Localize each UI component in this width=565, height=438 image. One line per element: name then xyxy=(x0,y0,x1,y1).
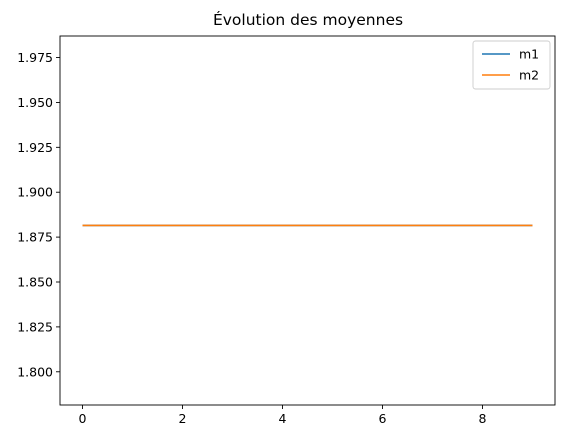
y-tick-label: 1.900 xyxy=(17,185,53,200)
x-tick-label: 6 xyxy=(379,411,387,426)
y-tick-label: 1.925 xyxy=(17,140,53,155)
chart-title: Évolution des moyennes xyxy=(213,10,403,29)
y-axis: 1.800 1.825 1.850 1.875 1.900 1.925 1.950 1.975 xyxy=(17,50,60,379)
y-tick-label: 1.800 xyxy=(17,364,53,379)
x-tick-label: 8 xyxy=(479,411,487,426)
axes-frame xyxy=(59,35,556,406)
x-tick-label: 4 xyxy=(279,411,287,426)
y-tick-label: 1.950 xyxy=(17,95,53,110)
y-tick-label: 1.850 xyxy=(17,275,53,290)
y-tick-label: 1.875 xyxy=(17,230,53,245)
x-tick-label: 0 xyxy=(79,411,87,426)
legend-box xyxy=(472,40,551,90)
x-tick-label: 2 xyxy=(179,411,187,426)
x-axis: 0 2 4 6 8 xyxy=(79,405,487,426)
y-tick-label: 1.975 xyxy=(17,50,53,65)
legend-label-m2: m2 xyxy=(519,68,539,83)
legend-label-m1: m1 xyxy=(519,47,539,62)
plot-area: 0 2 4 6 8 1.800 1.825 1.850 1.875 1.900 1.925 1.95… xyxy=(17,35,556,426)
y-tick-label: 1.825 xyxy=(17,319,53,334)
